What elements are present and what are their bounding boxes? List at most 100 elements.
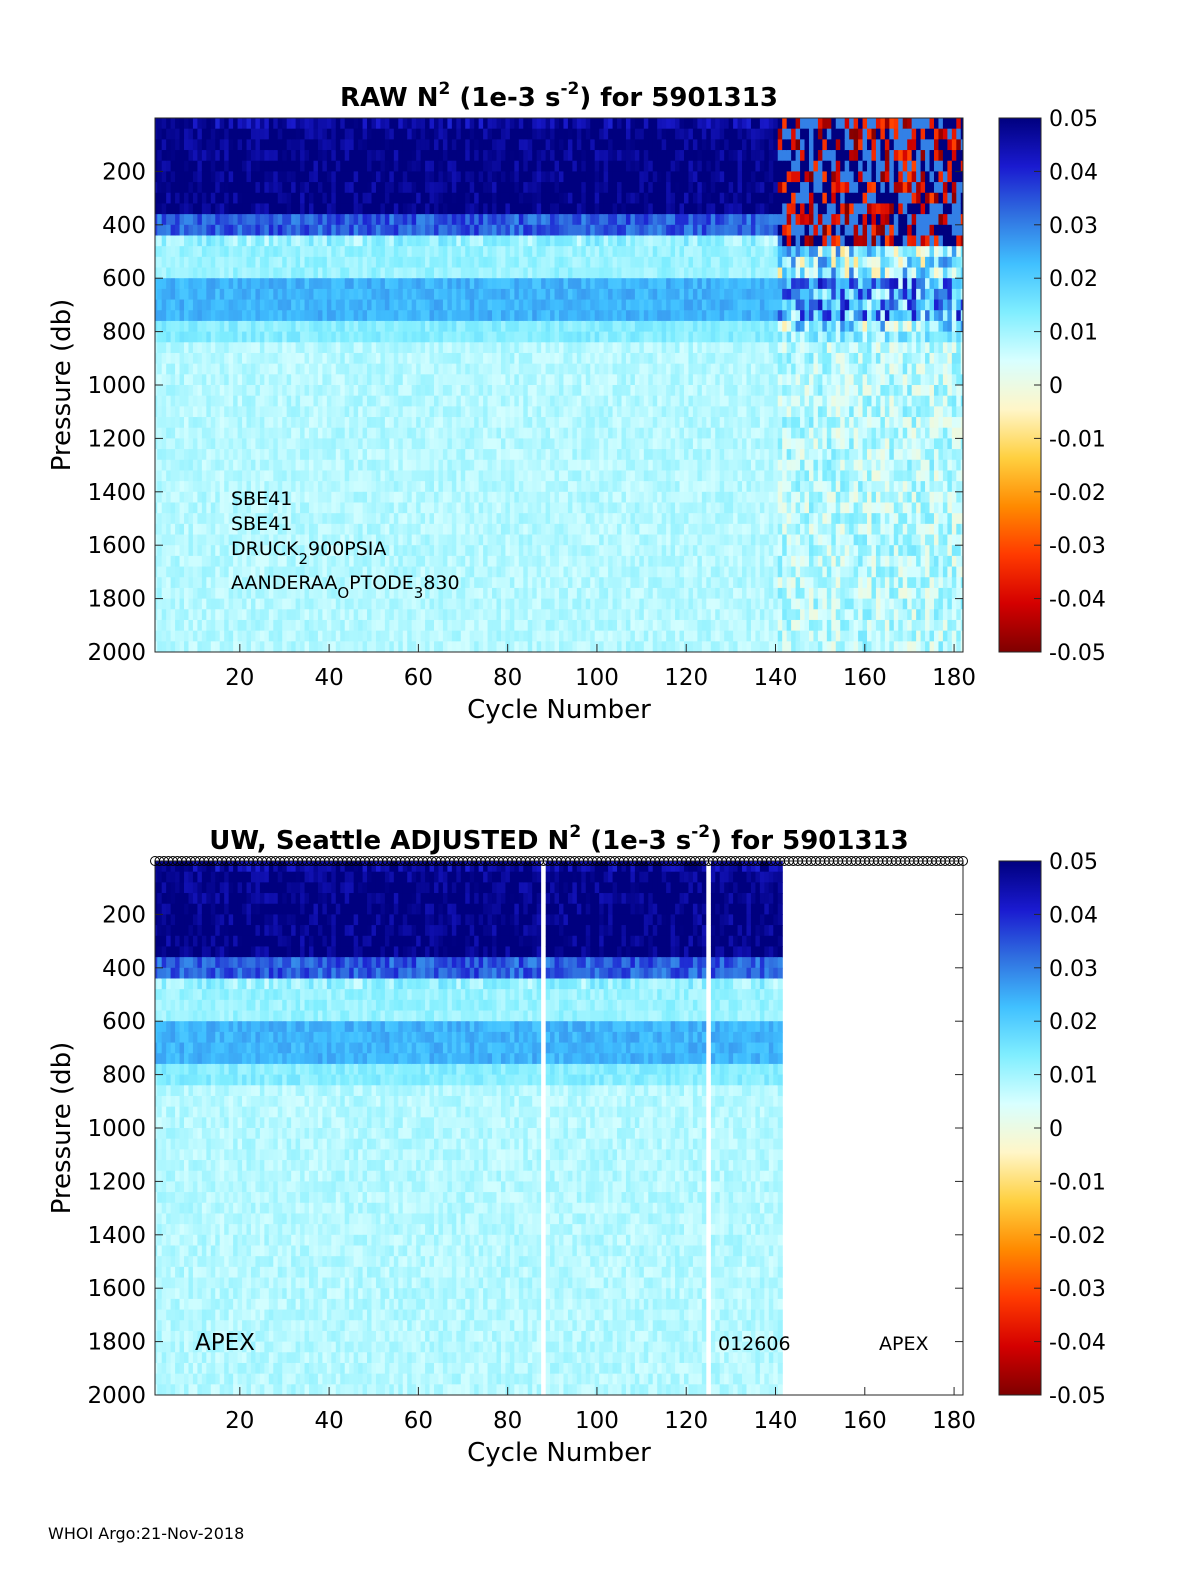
- heatmap-cell: [585, 630, 591, 642]
- heatmap-cell: [322, 438, 328, 450]
- heatmap-cell: [237, 331, 243, 343]
- heatmap-cell: [514, 545, 520, 557]
- heatmap-cell: [550, 438, 556, 450]
- heatmap-cell: [447, 438, 453, 450]
- heatmap-cell: [585, 459, 591, 472]
- heatmap-cell: [362, 438, 368, 450]
- heatmap-cell: [492, 160, 498, 172]
- heatmap-cell: [434, 310, 440, 322]
- heatmap-cell: [594, 438, 600, 450]
- heatmap-cell: [438, 577, 444, 589]
- heatmap-cell: [425, 246, 431, 258]
- heatmap-cell: [282, 406, 288, 418]
- heatmap-cell: [447, 491, 453, 504]
- heatmap-cell: [523, 470, 529, 482]
- heatmap-cell: [335, 363, 341, 375]
- heatmap-cell: [215, 267, 221, 279]
- heatmap-cell: [474, 278, 480, 290]
- heatmap-cell: [170, 288, 176, 301]
- heatmap-cell: [398, 427, 404, 439]
- heatmap-cell: [389, 641, 395, 652]
- heatmap-cell: [286, 449, 292, 461]
- heatmap-cell: [326, 385, 332, 397]
- heatmap-cell: [590, 160, 596, 172]
- heatmap-cell: [264, 427, 270, 439]
- heatmap-cell: [380, 417, 386, 429]
- heatmap-cell: [157, 470, 163, 482]
- heatmap-cell: [309, 192, 315, 205]
- heatmap-cell: [349, 427, 355, 439]
- heatmap-cell: [465, 566, 471, 578]
- heatmap-cell: [563, 523, 569, 536]
- heatmap-cell: [242, 609, 248, 621]
- heatmap-cell: [416, 417, 422, 429]
- heatmap-cell: [295, 224, 301, 237]
- heatmap-cell: [407, 139, 413, 151]
- heatmap-cell: [291, 417, 297, 429]
- heatmap-cell: [563, 160, 569, 172]
- heatmap-cell: [233, 395, 239, 407]
- heatmap-cell: [393, 459, 399, 472]
- heatmap-cell: [416, 609, 422, 621]
- heatmap-cell: [237, 363, 243, 375]
- heatmap-cell: [295, 128, 301, 140]
- heatmap-cell: [268, 566, 274, 578]
- heatmap-cell: [246, 128, 252, 140]
- heatmap-cell: [451, 139, 457, 151]
- heatmap-cell: [264, 160, 270, 172]
- heatmap-cell: [411, 598, 417, 610]
- heatmap-cell: [590, 587, 596, 600]
- heatmap-cell: [523, 459, 529, 472]
- heatmap-cell: [416, 374, 422, 386]
- heatmap-cell: [170, 182, 176, 194]
- heatmap-cell: [201, 513, 207, 525]
- heatmap-cell: [375, 224, 382, 237]
- heatmap-cell: [559, 417, 565, 429]
- heatmap-cell: [349, 150, 355, 162]
- heatmap-cell: [518, 438, 524, 450]
- heatmap-cell: [335, 246, 341, 258]
- heatmap-cell: [166, 598, 172, 610]
- heatmap-cell: [340, 288, 346, 301]
- heatmap-cell: [317, 150, 323, 162]
- heatmap-cell: [460, 299, 466, 311]
- heatmap-cell: [554, 342, 560, 354]
- heatmap-cell: [434, 577, 440, 589]
- heatmap-cell: [259, 395, 265, 407]
- heatmap-cell: [210, 310, 216, 322]
- heatmap-cell: [509, 459, 515, 472]
- heatmap-cell: [487, 417, 493, 429]
- heatmap-cell: [527, 150, 533, 162]
- heatmap-cell: [246, 214, 252, 226]
- heatmap-cell: [416, 352, 422, 365]
- heatmap-cell: [532, 385, 538, 397]
- heatmap-cell: [581, 385, 587, 397]
- heatmap-cell: [268, 449, 274, 461]
- heatmap-cell: [554, 235, 560, 247]
- heatmap-cell: [309, 513, 315, 525]
- heatmap-cell: [197, 470, 203, 482]
- heatmap-cell: [559, 395, 565, 407]
- heatmap-cell: [478, 513, 484, 525]
- heatmap-cell: [518, 417, 524, 429]
- heatmap-cell: [335, 331, 341, 343]
- heatmap-cell: [518, 246, 524, 258]
- heatmap-cell: [590, 385, 596, 397]
- heatmap-cell: [188, 342, 194, 354]
- heatmap-cell: [398, 310, 404, 322]
- heatmap-cell: [264, 267, 270, 279]
- heatmap-cell: [157, 310, 163, 322]
- heatmap-cell: [192, 267, 198, 279]
- heatmap-cell: [291, 619, 297, 632]
- heatmap-cell: [197, 320, 203, 333]
- heatmap-cell: [527, 523, 533, 536]
- heatmap-cell: [550, 395, 556, 407]
- heatmap-cell: [371, 406, 377, 418]
- heatmap-cell: [411, 523, 417, 536]
- heatmap-cell: [157, 406, 163, 418]
- heatmap-cell: [563, 406, 569, 418]
- heatmap-cell: [487, 459, 493, 472]
- heatmap-cell: [313, 352, 319, 365]
- heatmap-cell: [536, 267, 542, 279]
- heatmap-cell: [451, 502, 457, 514]
